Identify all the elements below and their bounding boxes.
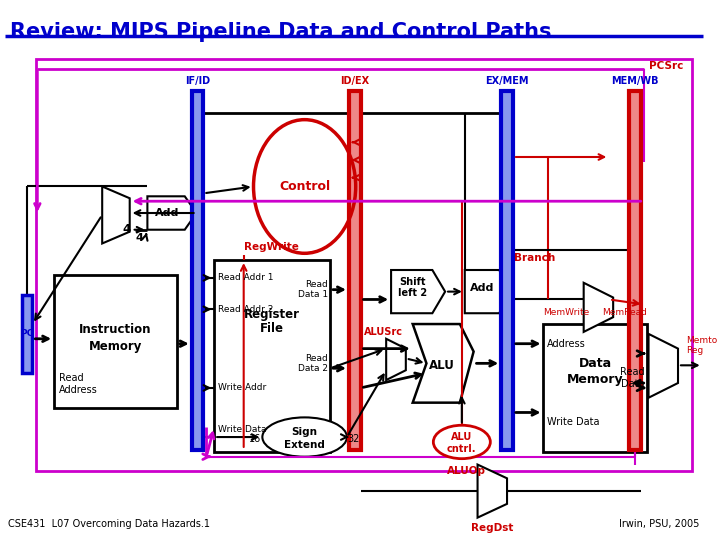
Text: Write Data: Write Data [547,417,600,427]
Ellipse shape [262,417,347,457]
Text: ALU: ALU [429,359,455,372]
Text: 4: 4 [135,233,143,242]
Bar [192,91,204,450]
Text: ID/EX: ID/EX [340,76,369,86]
Bar [348,91,361,450]
Polygon shape [649,334,678,398]
Text: Address: Address [547,339,586,349]
Text: Branch: Branch [514,253,555,263]
Text: MEM/WB: MEM/WB [611,76,659,86]
Text: Read Addr 2: Read Addr 2 [218,305,274,314]
Bar [629,91,641,450]
Text: Read Addr 1: Read Addr 1 [218,273,274,282]
Text: File: File [260,322,284,335]
Text: Memory: Memory [567,373,624,386]
Text: ALU: ALU [451,432,472,442]
Text: Read
Data: Read Data [620,367,644,389]
Bar [54,275,177,408]
Text: 4: 4 [122,223,131,236]
Text: Review: MIPS Pipeline Data and Control Paths: Review: MIPS Pipeline Data and Control P… [10,22,552,42]
Polygon shape [413,324,474,403]
Polygon shape [465,270,511,313]
Text: Irwin, PSU, 2005: Irwin, PSU, 2005 [619,519,700,529]
Text: Add: Add [155,208,179,218]
Text: Read
Data 2: Read Data 2 [298,354,328,373]
Text: PCSrc: PCSrc [649,60,683,71]
Bar [501,91,513,450]
Bar [22,294,32,373]
Text: Address: Address [59,385,98,395]
Bar [215,260,330,452]
Polygon shape [584,283,613,332]
Text: Add: Add [470,282,495,293]
Ellipse shape [433,426,490,458]
Text: Register: Register [244,308,300,321]
Text: Memory: Memory [89,340,142,353]
Text: cntrl.: cntrl. [447,444,477,454]
Text: Read: Read [59,373,84,383]
Text: Extend: Extend [284,440,325,450]
Polygon shape [102,186,130,244]
Text: RegDst: RegDst [471,523,513,534]
Text: MemWrite: MemWrite [544,308,590,317]
Text: 16: 16 [249,434,261,444]
Text: Write Data: Write Data [218,424,266,434]
Polygon shape [391,270,445,313]
Text: EX/MEM: EX/MEM [485,76,528,86]
Text: IF/ID: IF/ID [185,76,210,86]
Text: Control: Control [279,180,330,193]
Text: Sign: Sign [292,427,318,437]
Text: 32: 32 [348,434,360,444]
Text: Data: Data [578,357,611,370]
Bar [544,324,647,452]
Polygon shape [386,339,406,380]
Polygon shape [148,197,197,230]
Text: ALUSrc: ALUSrc [364,327,403,337]
Text: Instruction: Instruction [79,323,152,336]
Text: Memto
Reg: Memto Reg [686,336,717,355]
Text: Shift
left 2: Shift left 2 [398,277,427,299]
Text: Write Addr: Write Addr [218,383,266,393]
Text: PC: PC [20,329,34,339]
Bar [36,59,692,471]
Text: RegWrite: RegWrite [243,242,299,252]
Text: CSE431  L07 Overcoming Data Hazards.1: CSE431 L07 Overcoming Data Hazards.1 [8,519,210,529]
Text: ALUOp: ALUOp [447,467,486,476]
Text: Read
Data 1: Read Data 1 [298,280,328,299]
Polygon shape [477,464,507,518]
Text: MemRead: MemRead [602,308,647,317]
